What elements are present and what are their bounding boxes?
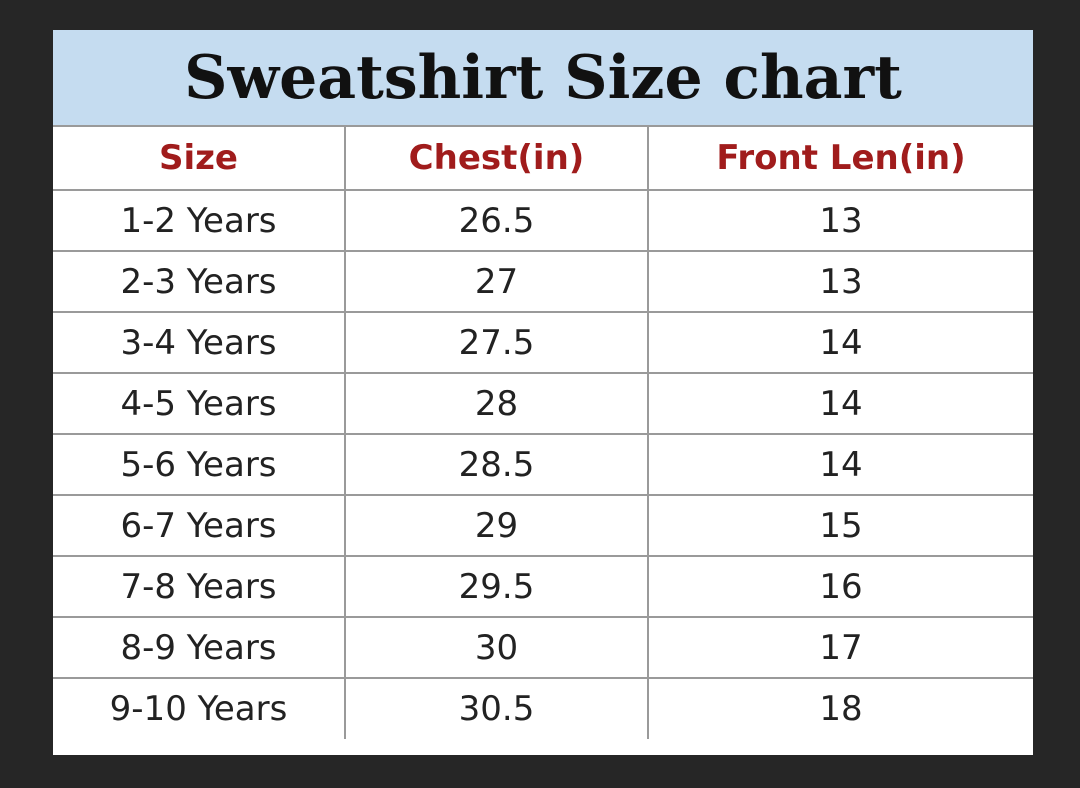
table-row: 5-6 Years 28.5 14: [53, 433, 1033, 496]
header-row: Size Chest(in) Front Len(in): [53, 127, 1033, 191]
table-row: 7-8 Years 29.5 16: [53, 555, 1033, 618]
table-cell: 27: [344, 250, 649, 313]
table-cell: 5-6 Years: [53, 433, 346, 496]
table-row: 8-9 Years 30 17: [53, 616, 1033, 679]
table-row: 3-4 Years 27.5 14: [53, 311, 1033, 374]
table-cell: 7-8 Years: [53, 555, 346, 618]
title: Sweatshirt Size chart: [53, 30, 1033, 127]
table-cell: 27.5: [344, 311, 649, 374]
table-cell: 18: [647, 677, 1033, 739]
size-table: Size Chest(in) Front Len(in) 1-2 Years 26.5…: [53, 127, 1033, 739]
table-row: 2-3 Years 27 13: [53, 250, 1033, 313]
table-cell: 14: [647, 372, 1033, 435]
table-row: 9-10 Years 30.5 18: [53, 677, 1033, 739]
table-cell: 4-5 Years: [53, 372, 346, 435]
table-cell: 28: [344, 372, 649, 435]
table-cell: 2-3 Years: [53, 250, 346, 313]
column-header: Chest(in): [344, 127, 649, 191]
table-row: 1-2 Years 26.5 13: [53, 189, 1033, 252]
table-cell: 3-4 Years: [53, 311, 346, 374]
table-cell: 6-7 Years: [53, 494, 346, 557]
table-cell: 26.5: [344, 189, 649, 252]
table-cell: 14: [647, 311, 1033, 374]
table-cell: 14: [647, 433, 1033, 496]
table-cell: 8-9 Years: [53, 616, 346, 679]
table-cell: 28.5: [344, 433, 649, 496]
table-cell: 29.5: [344, 555, 649, 618]
table-cell: 17: [647, 616, 1033, 679]
table-cell: 30.5: [344, 677, 649, 739]
table-body: 1-2 Years 26.5 13 2-3 Years 27 13 3-4 Years 27.…: [53, 189, 1033, 739]
table-cell: 13: [647, 250, 1033, 313]
table-cell: 13: [647, 189, 1033, 252]
table-cell: 16: [647, 555, 1033, 618]
table-row: 6-7 Years 29 15: [53, 494, 1033, 557]
table-cell: 15: [647, 494, 1033, 557]
column-header: Front Len(in): [647, 127, 1033, 191]
table-cell: 30: [344, 616, 649, 679]
table-row: 4-5 Years 28 14: [53, 372, 1033, 435]
column-header: Size: [53, 127, 346, 191]
size-chart: Sweatshirt Size chart Size Chest(in) Front…: [53, 30, 1033, 755]
table-cell: 1-2 Years: [53, 189, 346, 252]
table-cell: 9-10 Years: [53, 677, 346, 739]
table-cell: 29: [344, 494, 649, 557]
